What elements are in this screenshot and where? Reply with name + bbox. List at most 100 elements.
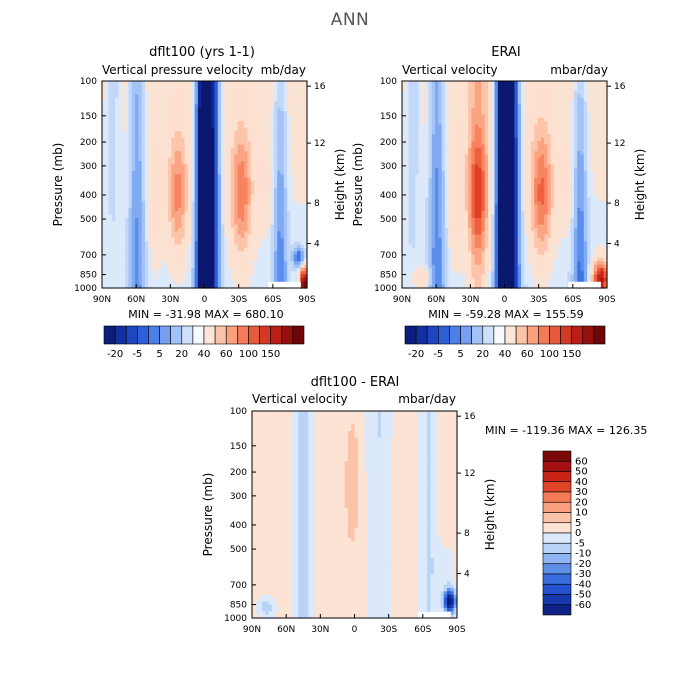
heatmap-cell bbox=[277, 257, 282, 262]
heatmap-cell bbox=[102, 137, 106, 142]
heatmap-cell bbox=[264, 194, 268, 199]
heatmap-cell bbox=[270, 91, 275, 95]
heatmap-cell bbox=[158, 181, 163, 186]
heatmap-cell bbox=[105, 224, 110, 229]
heatmap-cell bbox=[408, 164, 413, 169]
heatmap-cell bbox=[135, 207, 139, 212]
heatmap-cell bbox=[138, 177, 143, 182]
heatmap-cell bbox=[230, 141, 235, 146]
heatmap-cell bbox=[144, 184, 149, 189]
heatmap-cell bbox=[191, 231, 196, 236]
heatmap-cell bbox=[148, 114, 153, 119]
heatmap-cell bbox=[247, 214, 252, 219]
heatmap-cell bbox=[178, 281, 182, 286]
heatmap-cell bbox=[201, 184, 206, 189]
heatmap-cell bbox=[254, 107, 259, 112]
heatmap-cell bbox=[224, 257, 229, 262]
heatmap-cell bbox=[144, 231, 149, 236]
heatmap-cell bbox=[247, 221, 252, 226]
heatmap-cell bbox=[148, 181, 153, 186]
heatmap-cell bbox=[131, 107, 136, 112]
heatmap-cell bbox=[240, 141, 245, 146]
heatmap-cell bbox=[408, 124, 413, 129]
colorbar-box bbox=[103, 325, 116, 345]
heatmap-cell bbox=[168, 147, 173, 152]
heatmap-cell bbox=[300, 84, 305, 89]
heatmap-cell bbox=[273, 164, 278, 169]
heatmap-cell bbox=[260, 241, 265, 246]
heatmap-cell bbox=[201, 131, 206, 136]
heatmap-cell bbox=[240, 254, 245, 259]
heatmap-cell bbox=[300, 131, 305, 136]
heatmap-cell bbox=[121, 114, 126, 119]
heatmap-cell bbox=[118, 261, 123, 266]
heatmap-cell bbox=[121, 201, 126, 206]
heatmap-cell bbox=[108, 124, 113, 129]
heatmap-cell bbox=[181, 231, 186, 236]
heatmap-cell bbox=[267, 274, 272, 279]
heatmap-cell bbox=[234, 241, 239, 246]
heatmap-cell bbox=[187, 247, 192, 252]
heatmap-cell bbox=[297, 264, 301, 269]
heatmap-cell bbox=[204, 237, 209, 242]
heatmap-cell bbox=[158, 257, 163, 262]
heatmap-cell bbox=[148, 261, 153, 266]
heatmap-cell bbox=[244, 244, 249, 249]
heatmap-cell bbox=[277, 194, 282, 199]
heatmap-cell bbox=[408, 134, 413, 139]
heatmap-cell bbox=[224, 187, 229, 192]
heatmap-cell bbox=[300, 284, 305, 289]
heatmap-cell bbox=[230, 174, 235, 179]
heatmap-cell bbox=[244, 204, 249, 209]
heatmap-cell bbox=[168, 187, 173, 192]
heatmap-cell bbox=[230, 144, 235, 149]
heatmap-cell bbox=[244, 177, 249, 182]
heatmap-cell bbox=[260, 234, 265, 239]
heatmap-cell bbox=[244, 87, 249, 92]
heatmap-cell bbox=[174, 284, 179, 289]
heatmap-cell bbox=[194, 144, 199, 149]
heatmap-cell bbox=[161, 91, 166, 95]
heatmap-cell bbox=[108, 277, 113, 282]
heatmap-cell bbox=[138, 257, 143, 262]
heatmap-cell bbox=[254, 217, 259, 222]
heatmap-cell bbox=[250, 181, 255, 186]
heatmap-cell bbox=[135, 181, 139, 186]
heatmap-cell bbox=[287, 267, 292, 272]
heatmap-cell bbox=[277, 141, 282, 146]
heatmap-cell bbox=[300, 251, 305, 256]
heatmap-cell bbox=[247, 271, 252, 276]
heatmap-cell bbox=[280, 191, 285, 196]
heatmap-cell bbox=[118, 264, 123, 269]
heatmap-cell bbox=[102, 264, 106, 269]
heatmap-cell bbox=[135, 144, 139, 149]
heatmap-cell bbox=[290, 264, 295, 269]
heatmap-cell bbox=[280, 217, 285, 222]
heatmap-cell bbox=[260, 167, 265, 172]
heatmap-cell bbox=[121, 217, 126, 222]
heatmap-cell bbox=[237, 144, 242, 149]
heatmap-cell bbox=[111, 241, 116, 246]
heatmap-cell bbox=[121, 81, 126, 85]
heatmap-cell bbox=[178, 257, 182, 262]
heatmap-cell bbox=[244, 164, 249, 169]
heatmap-cell bbox=[204, 194, 209, 199]
heatmap-cell bbox=[181, 81, 186, 85]
heatmap-cell bbox=[260, 141, 265, 146]
x-tick-label: 30S bbox=[230, 295, 247, 305]
heatmap-cell bbox=[280, 87, 285, 92]
heatmap-cell bbox=[174, 164, 179, 169]
colorbar-box bbox=[248, 325, 260, 345]
heatmap-cell bbox=[115, 191, 120, 196]
heatmap-cell bbox=[201, 87, 206, 92]
heatmap-cell bbox=[178, 247, 182, 252]
heatmap-cell bbox=[303, 81, 308, 85]
heatmap-cell bbox=[250, 224, 255, 229]
heatmap-cell bbox=[174, 157, 179, 162]
heatmap-cell bbox=[191, 257, 196, 262]
heatmap-cell bbox=[204, 147, 209, 152]
heatmap-cell bbox=[168, 221, 173, 226]
heatmap-cell bbox=[191, 141, 196, 146]
heatmap-cell bbox=[168, 254, 173, 259]
heatmap-cell bbox=[405, 224, 410, 229]
